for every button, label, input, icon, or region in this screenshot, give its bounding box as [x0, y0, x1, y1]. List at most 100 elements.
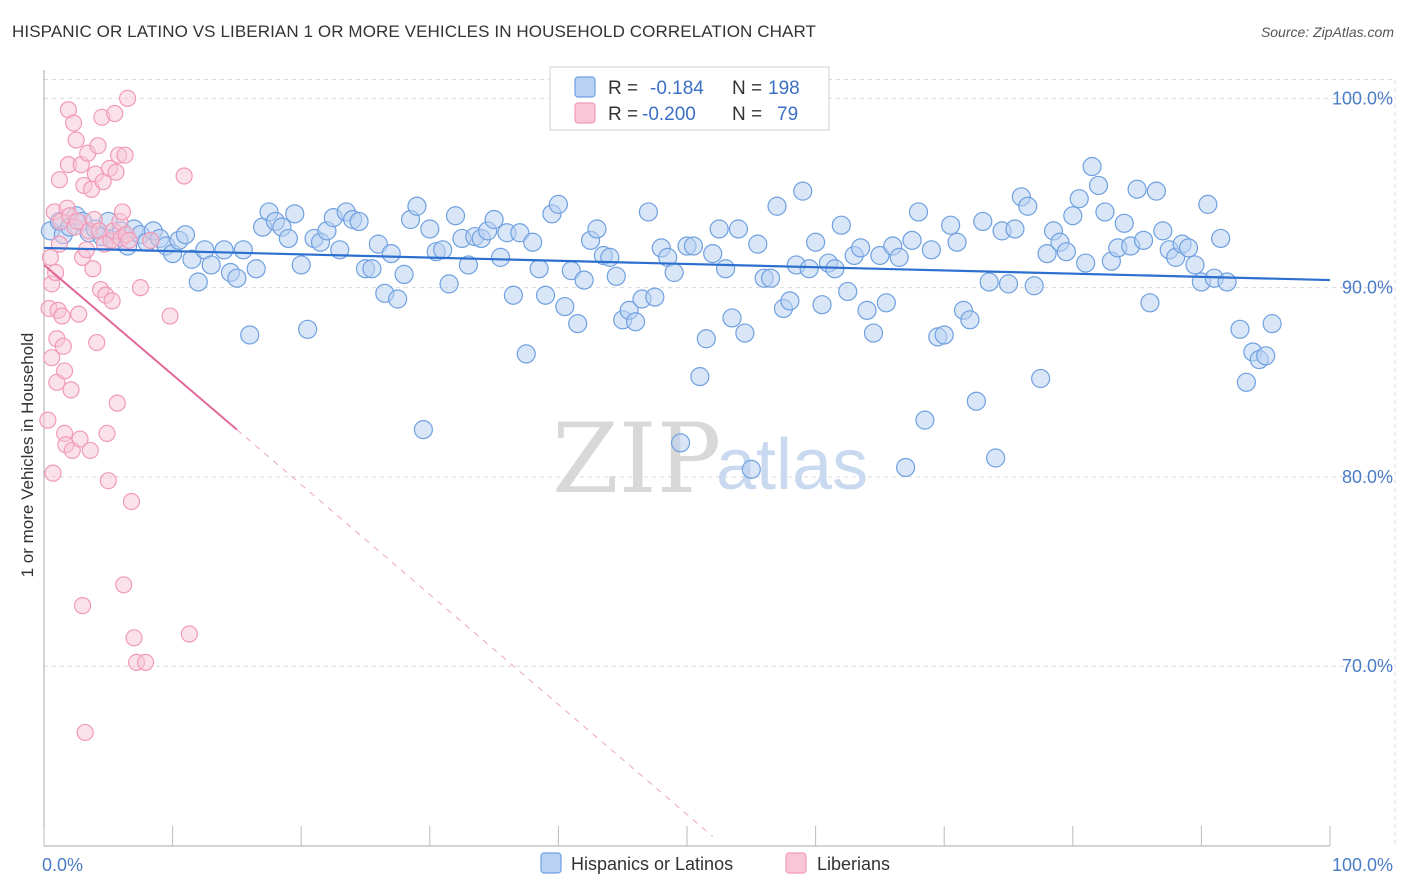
point-liberians: [113, 203, 132, 221]
watermark-atlas: atlas: [716, 425, 868, 505]
point-liberians: [120, 231, 138, 249]
point-hispanics: [1256, 346, 1276, 366]
point-hispanics: [240, 325, 260, 345]
y-tick-label: 100.0%: [1332, 88, 1393, 108]
point-liberians: [50, 171, 69, 189]
point-hispanics: [793, 181, 813, 201]
point-hispanics: [503, 285, 523, 305]
point-hispanics: [484, 209, 504, 230]
point-liberians: [99, 472, 117, 490]
point-hispanics: [908, 202, 929, 222]
point-hispanics: [696, 329, 716, 349]
point-liberians: [122, 492, 141, 511]
x-tick-label: 0.0%: [42, 855, 83, 875]
point-hispanics: [1153, 221, 1173, 241]
point-hispanics: [1127, 179, 1147, 199]
trend-line-liberians-extension: [236, 429, 714, 837]
point-hispanics: [535, 285, 556, 305]
legend-swatch-blue: [574, 76, 596, 98]
point-hispanics: [1076, 253, 1096, 273]
point-hispanics: [490, 247, 511, 267]
correlation-legend: R = -0.184 N = 198 R = -0.200 N = 79: [549, 66, 830, 131]
point-hispanics: [1211, 228, 1231, 249]
point-liberians: [76, 723, 94, 742]
legend-n-value-1: 198: [768, 78, 800, 99]
point-liberians: [98, 424, 116, 442]
point-liberians: [71, 430, 89, 448]
point-liberians: [67, 131, 85, 149]
point-hispanics: [1230, 319, 1250, 339]
point-hispanics: [587, 219, 607, 239]
point-hispanics: [741, 459, 761, 479]
point-hispanics: [722, 308, 742, 328]
bottom-legend-swatch-pink: [785, 852, 807, 874]
point-hispanics: [979, 272, 999, 292]
point-hispanics: [941, 215, 961, 235]
point-hispanics: [683, 236, 704, 256]
point-hispanics: [748, 234, 768, 254]
point-liberians: [46, 263, 65, 282]
point-liberians: [136, 653, 155, 672]
bottom-legend-hispanics: Hispanics or Latinos: [571, 854, 733, 874]
point-liberians: [43, 349, 61, 367]
point-hispanics: [201, 255, 221, 275]
legend-r-value-1: -0.184: [650, 78, 704, 99]
point-hispanics: [600, 247, 620, 267]
point-hispanics: [915, 410, 935, 430]
point-hispanics: [735, 323, 755, 343]
point-hispanics: [728, 219, 749, 239]
chart-title: HISPANIC OR LATINO VS LIBERIAN 1 OR MORE…: [12, 22, 817, 41]
point-hispanics: [548, 194, 569, 214]
series-liberians-points: [39, 89, 198, 742]
point-hispanics: [1146, 181, 1166, 201]
tick-labels: 100.0% 90.0% 80.0% 70.0% 0.0% 100.0%: [42, 88, 1393, 875]
point-hispanics: [921, 240, 941, 260]
legend-r-value-2: -0.200: [642, 104, 696, 125]
point-hispanics: [182, 249, 202, 269]
point-hispanics: [278, 228, 298, 249]
point-hispanics: [291, 255, 311, 275]
point-hispanics: [966, 391, 986, 411]
point-liberians: [103, 292, 121, 310]
point-hispanics: [896, 457, 916, 478]
point-hispanics: [1037, 243, 1057, 264]
point-liberians: [73, 597, 92, 615]
point-hispanics: [670, 433, 691, 453]
y-tick-label: 70.0%: [1342, 656, 1393, 676]
point-hispanics: [960, 310, 980, 330]
point-hispanics: [175, 225, 196, 245]
point-liberians: [54, 337, 72, 355]
axes: [43, 70, 1331, 847]
point-hispanics: [214, 240, 234, 260]
trend-lines: [43, 246, 1331, 837]
point-hispanics: [889, 247, 909, 267]
y-tick-label: 80.0%: [1342, 467, 1393, 487]
point-liberians: [55, 362, 74, 380]
point-liberians: [53, 307, 71, 325]
point-hispanics: [1069, 189, 1089, 209]
y-tick-label: 90.0%: [1342, 278, 1393, 298]
point-hispanics: [1082, 156, 1102, 177]
point-hispanics: [420, 219, 440, 239]
point-hispanics: [227, 268, 247, 288]
point-hispanics: [1114, 213, 1134, 233]
legend-n-label-2: N =: [732, 104, 762, 125]
point-hispanics: [574, 270, 594, 290]
point-hispanics: [805, 232, 826, 252]
point-liberians: [44, 464, 62, 482]
point-liberians: [142, 231, 160, 249]
point-hispanics: [1262, 314, 1282, 334]
source-credit: Source: ZipAtlas.com: [1260, 24, 1394, 40]
point-hispanics: [1088, 175, 1109, 196]
point-liberians: [41, 248, 60, 266]
point-hispanics: [523, 232, 543, 252]
point-hispanics: [413, 420, 433, 440]
point-hispanics: [188, 272, 208, 292]
point-hispanics: [516, 344, 536, 364]
point-hispanics: [851, 238, 871, 258]
point-hispanics: [973, 211, 993, 232]
watermark-zip: ZIP: [552, 403, 721, 515]
point-liberians: [118, 89, 137, 107]
legend-swatch-pink: [574, 102, 596, 124]
